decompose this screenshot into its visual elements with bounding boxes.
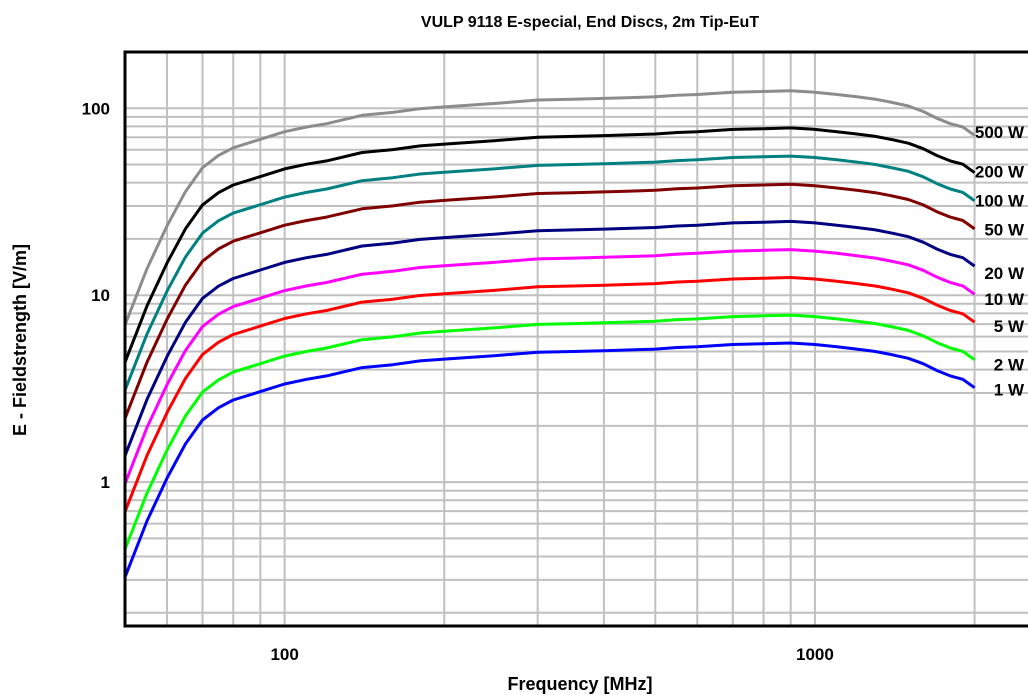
series-line-200w [123, 126, 976, 363]
series-line-500w [123, 89, 976, 326]
series-label-100w: 100 W [975, 191, 1025, 210]
series-line-20w [123, 219, 976, 457]
x-axis-label: Frequency [MHz] [507, 674, 652, 694]
series-line-100w [123, 154, 976, 391]
series-label-1w: 1 W [994, 381, 1025, 400]
series-label-500w: 500 W [975, 123, 1025, 142]
series-line-1w [123, 341, 976, 578]
series-label-2w: 2 W [994, 355, 1025, 374]
series-label-5w: 5 W [994, 317, 1025, 336]
series-labels: 500 W 200 W 100 W 50 W 20 W 10 W 5 W 2 W 1 W [975, 123, 1025, 400]
series-line-10w [123, 248, 976, 485]
series-lines [123, 89, 976, 578]
chart-title: VULP 9118 E-special, End Discs, 2m Tip-E… [421, 14, 759, 31]
x-tick-label: 100 [270, 645, 298, 664]
tick-labels: 100 1000 1 10 100 [82, 99, 834, 664]
y-tick-label: 1 [101, 473, 110, 492]
y-tick-label: 10 [91, 286, 110, 305]
series-label-50w: 50 W [984, 221, 1025, 240]
plot-frame [123, 50, 1028, 628]
series-line-2w [123, 313, 976, 550]
series-line-5w [123, 276, 976, 513]
series-label-20w: 20 W [984, 264, 1025, 283]
x-tick-label: 1000 [796, 645, 834, 664]
y-axis-label: E - Fieldstrength [V/m] [10, 244, 30, 436]
y-tick-label: 100 [82, 99, 110, 118]
series-label-200w: 200 W [975, 162, 1025, 181]
series-line-50w [123, 182, 976, 419]
series-label-10w: 10 W [984, 290, 1025, 309]
